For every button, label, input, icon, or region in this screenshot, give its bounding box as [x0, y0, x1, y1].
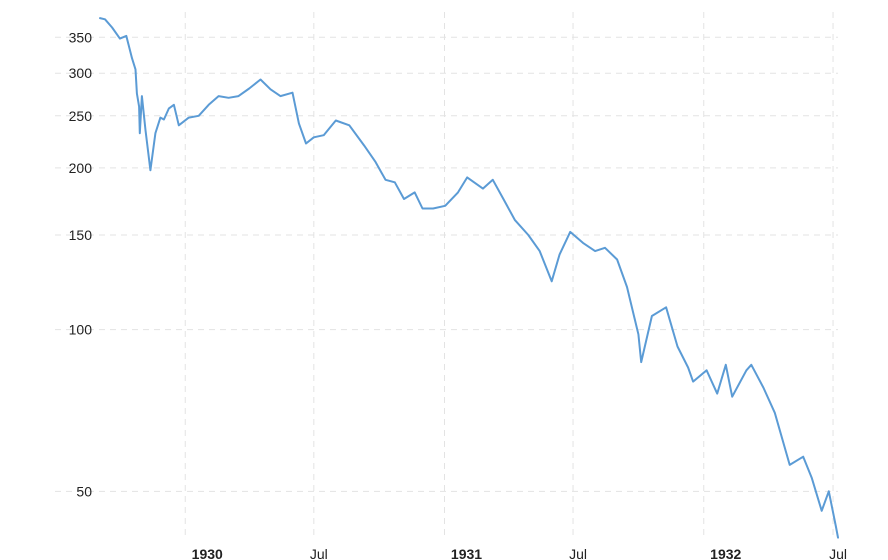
x-tick-label: 1932: [710, 546, 741, 560]
x-tick-label: 1930: [192, 546, 223, 560]
y-tick-label: 100: [69, 322, 93, 338]
x-axis-ticks: 1930 Jul 1931 Jul 1932 Jul: [192, 546, 847, 560]
x-tick-label: Jul: [569, 546, 587, 560]
x-tick-label: 1931: [451, 546, 482, 560]
series-line: [99, 17, 839, 539]
y-axis-ticks: 50 100 150 200 250 300 350: [69, 29, 93, 499]
y-gridlines: [55, 36, 838, 492]
x-tick-label: Jul: [829, 546, 847, 560]
x-gridlines: [184, 12, 834, 536]
x-tick-label: Jul: [310, 546, 328, 560]
y-tick-label: 200: [69, 160, 93, 176]
y-tick-label: 300: [69, 65, 93, 81]
y-tick-label: 350: [69, 29, 93, 45]
y-tick-label: 150: [69, 227, 93, 243]
y-tick-label: 250: [69, 108, 93, 124]
y-tick-label: 50: [76, 483, 92, 499]
